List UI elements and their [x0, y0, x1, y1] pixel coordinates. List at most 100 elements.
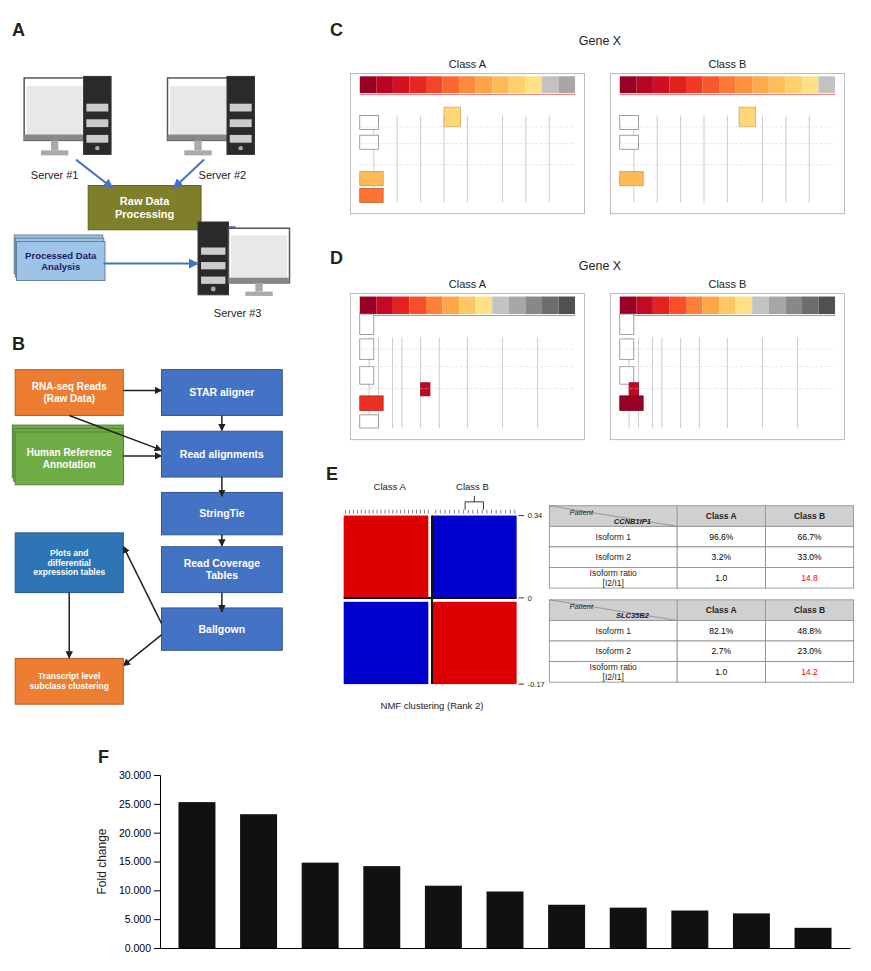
arrow	[103, 263, 198, 265]
label-line: Human Reference	[27, 447, 112, 458]
tick: 20.000	[119, 827, 160, 839]
label: Plots anddifferentialexpression tables	[33, 548, 105, 578]
bar	[548, 905, 585, 948]
row-label: Isoform 2	[596, 552, 632, 562]
label-line: Server #1	[31, 169, 79, 181]
tower-slot	[201, 247, 225, 254]
flow-box	[161, 608, 282, 650]
cell-value: 2.7%	[712, 646, 732, 656]
bars	[178, 802, 831, 948]
depth-line	[727, 337, 728, 428]
depth-line	[502, 116, 503, 203]
label-line: Class B	[708, 278, 746, 290]
sample-tick	[440, 510, 441, 514]
heat-strip-cell	[802, 297, 819, 315]
flow-box	[15, 533, 123, 593]
depth-line	[680, 337, 681, 428]
heat-strip-cell	[653, 297, 670, 315]
heat-strip-cell	[509, 76, 526, 93]
tower	[198, 222, 229, 295]
strip-line	[360, 94, 575, 95]
label: Human ReferenceAnnotation	[27, 447, 112, 470]
cell-value: 1.0	[715, 667, 727, 677]
bar	[178, 802, 215, 948]
label-line: Class A	[449, 278, 487, 290]
label-line: Isoform 1	[596, 532, 632, 542]
table-cell	[677, 547, 765, 568]
panel-e-tables: PatientCCNB1IP1Class AClass BIsoform 196…	[549, 506, 853, 682]
heatmap-block	[344, 516, 429, 598]
sample-tick	[472, 510, 473, 514]
label: Class B	[708, 58, 746, 70]
heat-strip-cell	[769, 76, 786, 93]
tower-button	[211, 287, 216, 292]
label-line: A	[12, 20, 25, 40]
depth-line	[785, 116, 786, 203]
axis-line	[154, 776, 161, 949]
arrow	[68, 593, 70, 658]
label-line: 0.34	[528, 511, 543, 520]
isoform-box	[620, 396, 643, 411]
flow-box	[15, 370, 123, 416]
heat-strip-cell	[426, 76, 443, 93]
heat-strip-cell	[459, 76, 476, 93]
sample-tick	[392, 510, 393, 514]
row-label: Isoform 1	[596, 626, 632, 636]
flow-box	[161, 492, 282, 534]
bar	[363, 866, 400, 948]
isoform-box	[620, 135, 639, 149]
label-line: Gene X	[579, 34, 622, 48]
heat-strip-cell	[492, 76, 509, 93]
label-line: RNA-seq Reads	[32, 381, 107, 392]
heat-strip-cell	[736, 76, 753, 93]
x-axis	[161, 948, 851, 949]
label: Class A	[374, 481, 407, 492]
sample-tick	[454, 510, 455, 514]
monitor-base	[184, 150, 211, 155]
table-cell	[765, 526, 853, 547]
bar	[425, 886, 462, 948]
heat-strip-cell	[409, 297, 426, 315]
depth-line	[699, 337, 700, 428]
monitor-base	[245, 292, 272, 296]
track-divider	[620, 349, 835, 350]
flow-box	[15, 432, 123, 485]
strip-line	[620, 315, 835, 316]
arrow	[123, 455, 161, 457]
heat-strip-cell	[785, 297, 802, 315]
table-cell	[765, 547, 853, 568]
block-divider	[431, 516, 433, 685]
tick-label: 10.000	[119, 884, 151, 896]
arrow	[76, 160, 113, 189]
column-header: Class A	[706, 605, 737, 615]
sample-tick	[369, 510, 370, 514]
tower	[84, 76, 111, 154]
label-line: Isoform 2	[596, 646, 632, 656]
label-line: Processed Data	[25, 250, 97, 261]
label-line: 48.8%	[797, 626, 822, 636]
sample-tick	[444, 510, 445, 514]
tick-mark	[154, 948, 160, 949]
panel-letter: C	[330, 20, 343, 40]
heat-strip-cell	[443, 76, 460, 93]
cell-value: 14.2	[801, 667, 818, 677]
tick-mark	[154, 833, 160, 834]
label-line: Isoform ratio	[590, 568, 638, 578]
sample-tick	[388, 510, 389, 514]
label: Class B	[708, 278, 746, 290]
tower-slot	[86, 119, 108, 127]
depth-line	[762, 116, 763, 203]
bar	[240, 814, 277, 948]
heat-strip-cell	[476, 297, 493, 315]
label: Class A	[449, 58, 487, 70]
label-line: 96.6%	[709, 532, 734, 542]
table-header	[549, 600, 853, 621]
heat-strip-cell	[459, 297, 476, 315]
isoform-box	[620, 172, 643, 186]
sample-tick	[477, 510, 478, 514]
label-line: NMF clustering (Rank 2)	[381, 700, 484, 711]
tick: 25.000	[119, 798, 160, 810]
table-title: CCNB1IP1	[614, 517, 651, 526]
heat-strip-cell	[376, 76, 393, 93]
colorbar-tick-label: -0.17	[528, 680, 545, 689]
